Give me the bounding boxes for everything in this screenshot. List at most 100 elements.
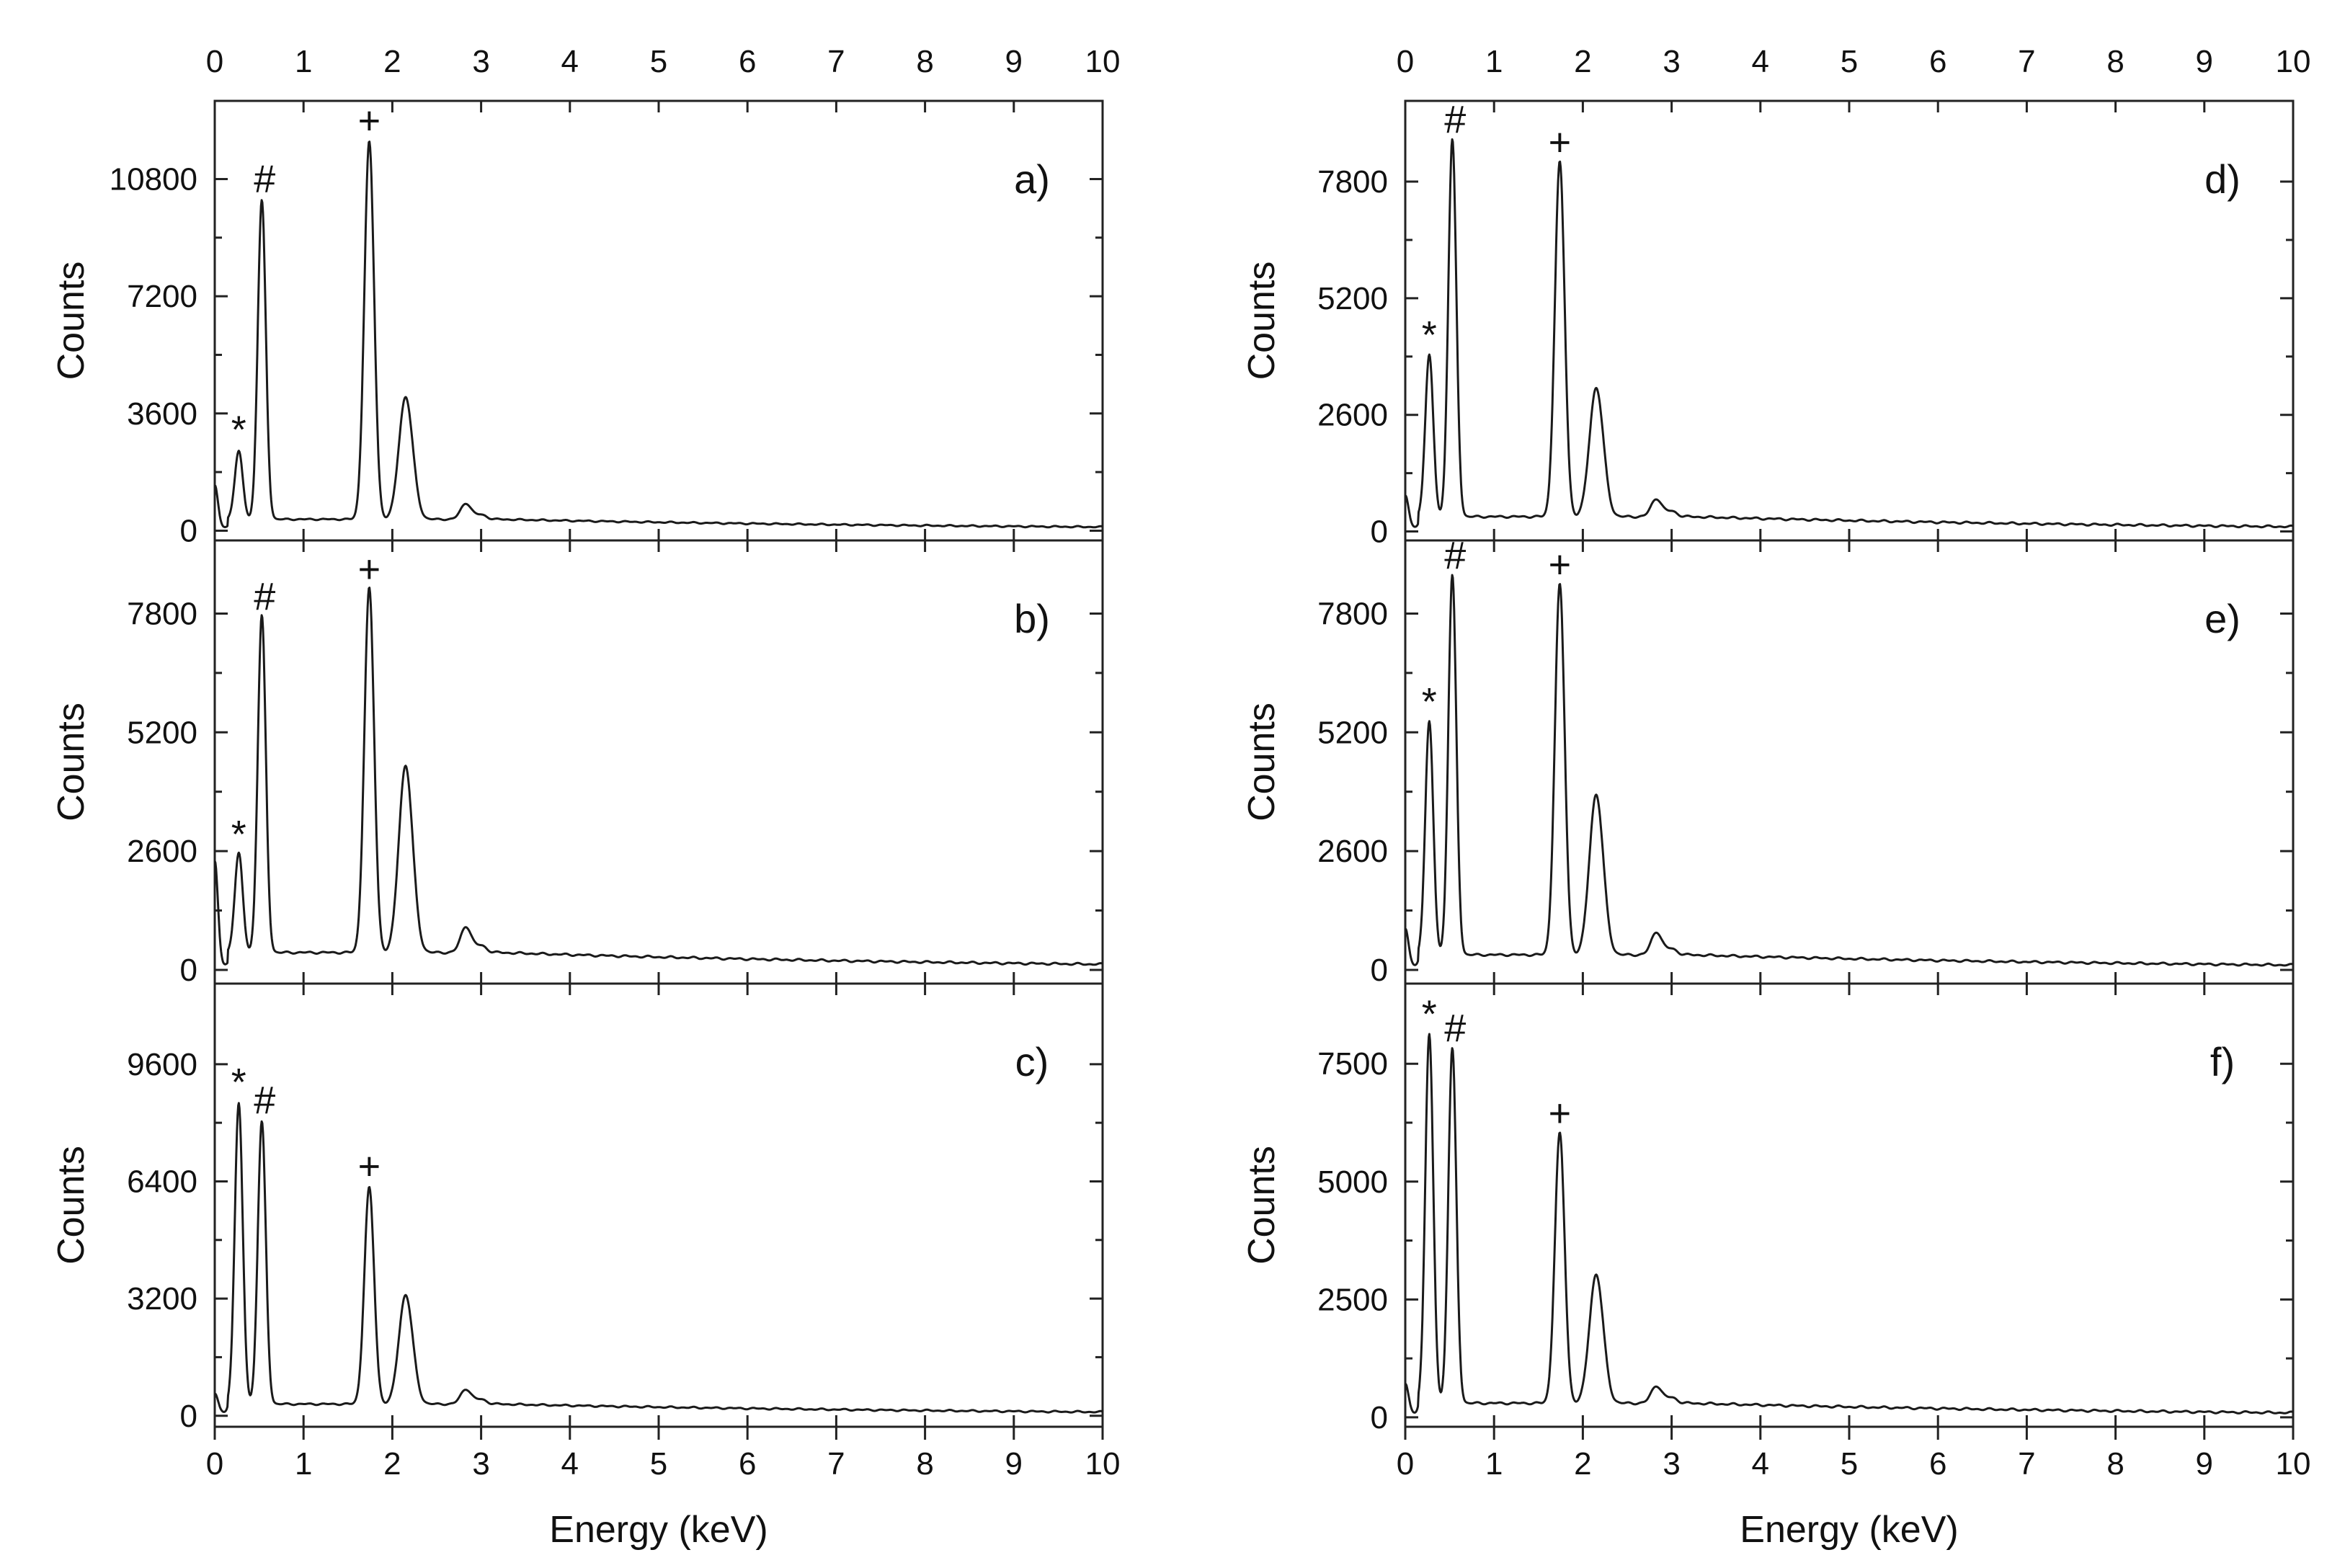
peak-marker: * [1422,313,1437,357]
y-tick-label: 7500 [1317,1046,1388,1082]
peak-marker: * [231,409,246,452]
energy-axes-right: 0 0 1 1 2 2 3 3 4 4 5 5 6 6 7 7 8 8 9 9 10 10 Energy (keV) [1397,44,2311,1551]
x-tick-label-top: 9 [1005,44,1023,79]
plot-frame [213,982,1104,1428]
x-tick-label-top: 2 [1574,44,1591,79]
x-tick-label-bottom: 10 [1085,1446,1121,1482]
y-tick-label: 7800 [127,596,197,631]
peak-marker: + [358,1145,381,1188]
panel-label: a) [1014,156,1050,202]
y-axis-title: Counts [1241,1146,1283,1265]
plot-frame [1404,982,2295,1428]
x-tick-label-top: 9 [2196,44,2213,79]
x-tick-label-top: 3 [1663,44,1680,79]
spectrum-panel-f: 0 2500 5000 7500 Counts * # + f) [1241,982,2295,1435]
x-tick-label-bottom: 8 [916,1446,933,1482]
peak-marker: * [1422,680,1437,723]
x-tick-label-top: 1 [295,44,312,79]
spectrum-panel-e: 0 2600 5200 7800 Counts * # + e) [1241,534,2295,988]
x-tick-label-top: 4 [561,44,579,79]
spectrum-trace [214,1102,1103,1414]
peak-marker: + [358,99,381,142]
y-tick-label: 7800 [1317,596,1388,631]
y-axis-title: Counts [50,262,92,380]
y-axis-title: Counts [50,1146,92,1265]
y-axis-title: Counts [1241,703,1283,821]
peak-marker: + [358,548,381,591]
x-tick-label-bottom: 6 [1929,1446,1946,1482]
x-tick-label-bottom: 5 [650,1446,667,1482]
y-tick-label: 2600 [1317,398,1388,433]
y-tick-label: 0 [1371,514,1388,550]
y-tick-label: 0 [180,513,197,548]
peak-marker: * [231,1061,246,1104]
y-tick-label: 5200 [127,715,197,750]
peak-marker: + [1549,543,1572,587]
y-tick-label: 2500 [1317,1282,1388,1317]
y-tick-label: 7800 [1317,164,1388,200]
x-tick-label-top: 0 [206,44,223,79]
y-tick-label: 5200 [1317,715,1388,750]
x-tick-label-top: 4 [1752,44,1769,79]
y-tick-label: 0 [1371,953,1388,988]
peak-marker: # [1444,98,1466,141]
plot-frame [213,539,1104,985]
peak-marker: * [231,813,246,856]
y-tick-label: 2600 [127,834,197,869]
y-tick-label: 2600 [1317,834,1388,869]
spectrum-panel-c: 0 3200 6400 9600 Counts * # + c) [50,982,1104,1434]
panel-label: d) [2204,156,2241,202]
plot-frame [1404,99,2295,542]
x-tick-label-bottom: 5 [1841,1446,1858,1482]
peak-marker: # [1444,1007,1466,1050]
peak-marker: + [1549,120,1572,164]
y-tick-label: 9600 [127,1047,197,1082]
x-tick-label-bottom: 1 [295,1446,312,1482]
panel-label: b) [1014,596,1050,641]
x-tick-label-bottom: 8 [2106,1446,2124,1482]
y-tick-label: 7200 [127,279,197,314]
peak-marker: # [254,158,275,201]
x-tick-label-bottom: 2 [1574,1446,1591,1482]
y-tick-label: 6400 [127,1164,197,1199]
x-tick-label-top: 5 [650,44,667,79]
y-axis-title: Counts [1241,262,1283,380]
spectrum-panel-d: 0 2600 5200 7800 Counts * # + d) [1241,98,2295,550]
x-tick-label-bottom: 0 [206,1446,223,1482]
peak-marker: # [1444,534,1466,577]
x-tick-label-bottom: 0 [1397,1446,1414,1482]
x-tick-label-top: 6 [1929,44,1946,79]
spectrum-panel-a: 0 3600 7200 10800 Counts * # + a) [50,99,1104,548]
peak-marker: # [254,575,275,618]
spectrum-trace [213,587,1103,966]
y-tick-label: 3600 [127,396,197,432]
x-tick-label-bottom: 3 [472,1446,489,1482]
y-tick-label: 0 [180,953,197,988]
x-tick-label-bottom: 6 [739,1446,756,1482]
y-axis-title: Counts [50,703,92,821]
x-tick-label-bottom: 9 [2196,1446,2213,1482]
spectrum-trace [1405,574,2294,967]
x-tick-label-top: 3 [472,44,489,79]
panel-label: e) [2204,596,2241,641]
peak-marker: * [1422,993,1437,1036]
y-tick-label: 0 [180,1399,197,1434]
y-tick-label: 5200 [1317,281,1388,316]
x-tick-label-bottom: 3 [1663,1446,1680,1482]
x-tick-label-bottom: 9 [1005,1446,1023,1482]
y-tick-label: 0 [1371,1400,1388,1435]
x-tick-label-top: 1 [1485,44,1503,79]
x-tick-label-top: 8 [916,44,933,79]
spectrum-trace [1405,1033,2294,1415]
plot-frame [213,99,1104,542]
x-tick-label-top: 10 [2276,44,2311,79]
x-axis-title: Energy (keV) [1740,1509,1958,1551]
x-tick-label-bottom: 7 [2018,1446,2035,1482]
peak-marker: + [1549,1092,1572,1135]
x-tick-label-bottom: 2 [383,1446,401,1482]
x-tick-label-bottom: 7 [827,1446,845,1482]
peak-marker: # [254,1079,275,1122]
spectrum-trace [213,141,1103,529]
x-tick-label-top: 8 [2106,44,2124,79]
